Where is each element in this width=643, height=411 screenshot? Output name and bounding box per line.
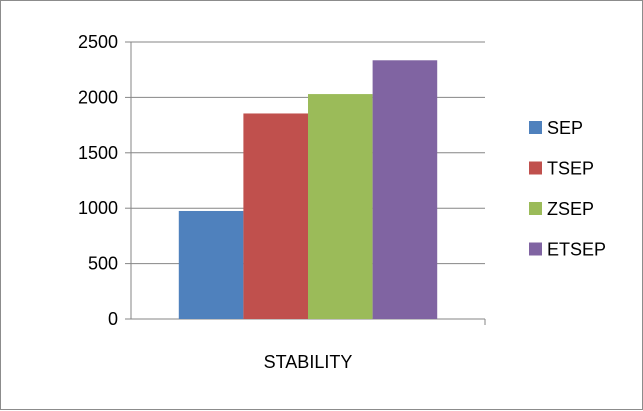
legend-swatch-sep xyxy=(529,121,542,134)
bar-sep xyxy=(178,210,244,319)
legend-label-zsep: ZSEP xyxy=(547,199,594,219)
bar-tsep xyxy=(243,113,308,319)
bar-etsep xyxy=(372,60,438,319)
legend-swatch-zsep xyxy=(529,202,542,215)
legend-label-tsep: TSEP xyxy=(547,159,594,179)
y-tick-label: 1000 xyxy=(78,198,118,218)
y-tick-label: 2500 xyxy=(78,32,118,52)
legend-label-sep: SEP xyxy=(547,118,583,138)
y-tick-label: 1500 xyxy=(78,143,118,163)
y-tick-label: 0 xyxy=(108,309,118,329)
x-category-label: STABILITY xyxy=(264,352,353,372)
legend-label-etsep: ETSEP xyxy=(547,240,606,260)
legend-swatch-etsep xyxy=(529,242,542,256)
bar-zsep xyxy=(308,94,373,320)
y-tick-label: 500 xyxy=(88,254,118,274)
y-tick-label: 2000 xyxy=(78,87,118,107)
legend-swatch-tsep xyxy=(529,161,542,175)
